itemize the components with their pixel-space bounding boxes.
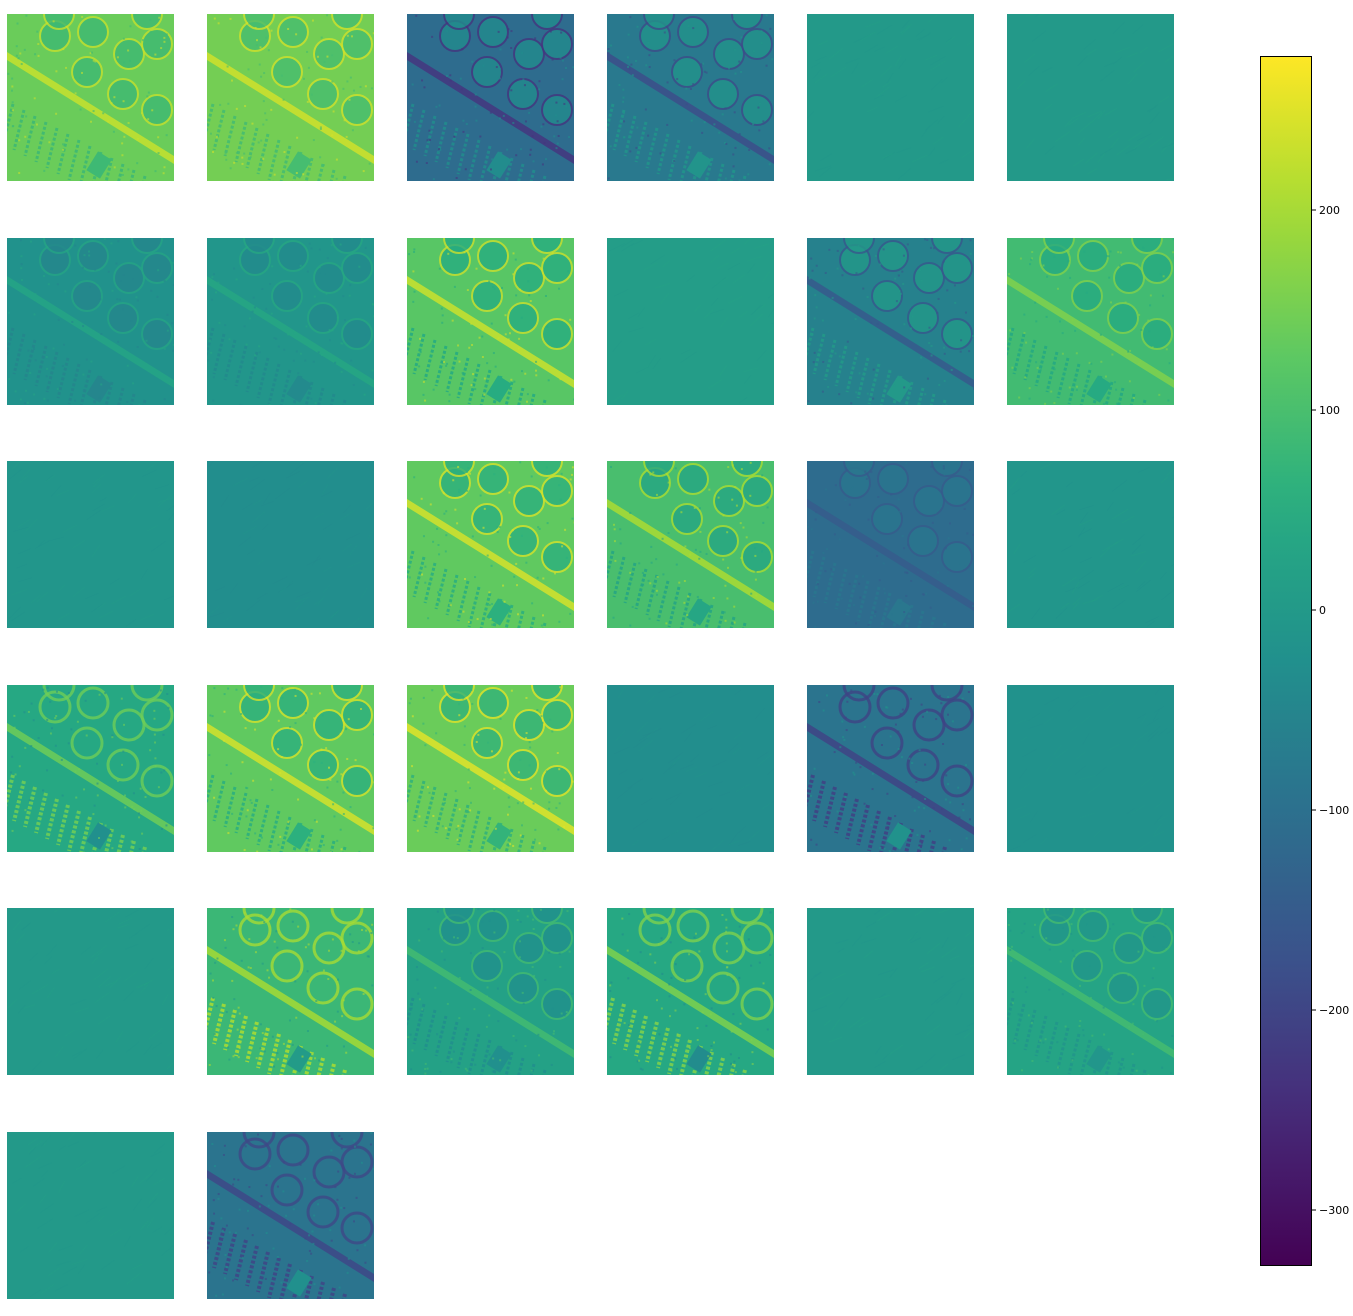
feature-map-image (407, 685, 574, 852)
feature-map-image (607, 908, 774, 1075)
feature-map-image (807, 238, 974, 405)
feature-map-image (1007, 908, 1174, 1075)
feature-map-image (207, 1132, 374, 1299)
feature-map-1 (207, 14, 374, 181)
feature-map-9 (607, 238, 774, 405)
feature-map-27 (607, 908, 774, 1075)
feature-map-image (607, 238, 774, 405)
feature-map-image (807, 14, 974, 181)
feature-map-21 (607, 685, 774, 852)
feature-map-25 (207, 908, 374, 1075)
feature-map-8 (407, 238, 574, 405)
colorbar-tick-label: −100 (1319, 804, 1349, 817)
feature-map-image (7, 14, 174, 181)
colorbar-tick-label: 200 (1319, 204, 1340, 217)
feature-map-image (1007, 14, 1174, 181)
feature-map-12 (7, 461, 174, 628)
feature-map-19 (207, 685, 374, 852)
feature-map-image (1007, 685, 1174, 852)
feature-map-image (607, 14, 774, 181)
feature-map-image (7, 238, 174, 405)
feature-map-image (207, 685, 374, 852)
feature-map-image (407, 908, 574, 1075)
feature-map-image (7, 1132, 174, 1299)
feature-map-11 (1007, 238, 1174, 405)
feature-map-image (1007, 461, 1174, 628)
feature-map-24 (7, 908, 174, 1075)
feature-map-18 (7, 685, 174, 852)
feature-map-23 (1007, 685, 1174, 852)
feature-map-image (407, 14, 574, 181)
feature-map-22 (807, 685, 974, 852)
feature-map-image (1007, 238, 1174, 405)
colorbar-tick-label: −300 (1319, 1204, 1349, 1217)
feature-map-image (407, 461, 574, 628)
feature-map-image (7, 461, 174, 628)
feature-map-image (407, 238, 574, 405)
feature-map-image (607, 461, 774, 628)
feature-map-20 (407, 685, 574, 852)
feature-map-4 (807, 14, 974, 181)
feature-map-14 (407, 461, 574, 628)
colorbar-tick-label: 100 (1319, 404, 1340, 417)
feature-map-28 (807, 908, 974, 1075)
feature-map-image (807, 685, 974, 852)
feature-map-13 (207, 461, 374, 628)
feature-map-image (7, 685, 174, 852)
feature-map-grid (7, 14, 1174, 1299)
feature-map-5 (1007, 14, 1174, 181)
feature-map-image (807, 461, 974, 628)
feature-map-15 (607, 461, 774, 628)
feature-map-2 (407, 14, 574, 181)
feature-map-image (607, 685, 774, 852)
feature-map-31 (207, 1132, 374, 1299)
colorbar-axis: 200 100 0 −100 −200 −300 (1312, 204, 1349, 1217)
colorbar-tick-label: −200 (1319, 1004, 1349, 1017)
feature-map-image (207, 461, 374, 628)
feature-map-17 (1007, 461, 1174, 628)
colorbar (1260, 56, 1312, 1266)
feature-map-30 (7, 1132, 174, 1299)
feature-map-10 (807, 238, 974, 405)
feature-map-3 (607, 14, 774, 181)
feature-map-7 (207, 238, 374, 405)
colorbar-tick-label: 0 (1319, 604, 1326, 617)
feature-map-image (207, 908, 374, 1075)
feature-map-image (207, 14, 374, 181)
feature-map-image (7, 908, 174, 1075)
feature-map-29 (1007, 908, 1174, 1075)
feature-map-6 (7, 238, 174, 405)
feature-map-16 (807, 461, 974, 628)
feature-map-26 (407, 908, 574, 1075)
feature-map-image (807, 908, 974, 1075)
feature-map-image (207, 238, 374, 405)
feature-map-0 (7, 14, 174, 181)
